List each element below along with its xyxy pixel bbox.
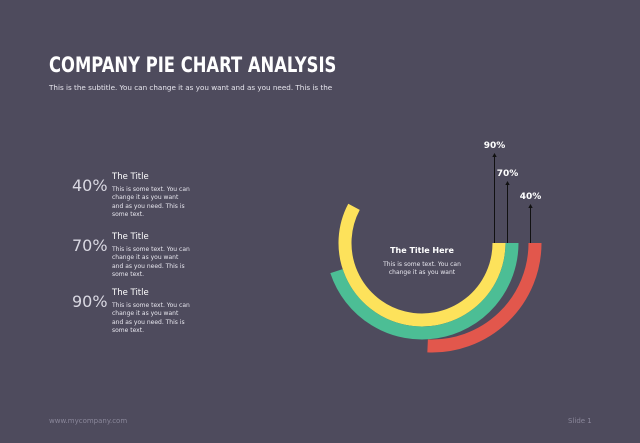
stat-title: The Title: [112, 172, 149, 182]
stat-percent: 90%: [72, 292, 108, 311]
stat-title: The Title: [112, 288, 149, 298]
footer-url: www.mycompany.com: [49, 417, 128, 425]
data-label-90pct: 90%: [484, 141, 506, 151]
arc-90pct: [338, 203, 506, 327]
stat-text: This is some text. You can change it as …: [112, 302, 190, 334]
slide-title: COMPANY PIE CHART ANALYSIS: [49, 53, 337, 77]
chart-center-title: The Title Here: [390, 246, 454, 255]
arrow-head-90pct: [492, 153, 497, 157]
stat-text: This is some text. You can change it as …: [112, 246, 190, 278]
stat-item-3: 90% The Title This is some text. You can…: [70, 288, 200, 338]
stat-item-1: 40% The Title This is some text. You can…: [70, 172, 200, 222]
arc-70pct: [330, 242, 519, 340]
arrow-head-70pct: [505, 181, 510, 185]
stat-text: This is some text. You can change it as …: [112, 186, 190, 218]
data-label-70pct: 70%: [497, 169, 519, 179]
arc-40pct: [427, 242, 542, 353]
stat-item-2: 70% The Title This is some text. You can…: [70, 232, 200, 282]
data-label-40pct: 40%: [520, 192, 542, 202]
stat-title: The Title: [112, 232, 149, 242]
chart-center-text-line-1: This is some text. You can: [382, 261, 461, 268]
chart-center-text-line-2: change it as you want: [389, 269, 456, 276]
stat-percent: 40%: [72, 176, 108, 195]
arrow-head-40pct: [528, 204, 533, 208]
stat-percent: 70%: [72, 236, 108, 255]
footer-slide-number: Slide 1: [568, 417, 592, 425]
slide-subtitle: This is the subtitle. You can change it …: [49, 83, 333, 92]
